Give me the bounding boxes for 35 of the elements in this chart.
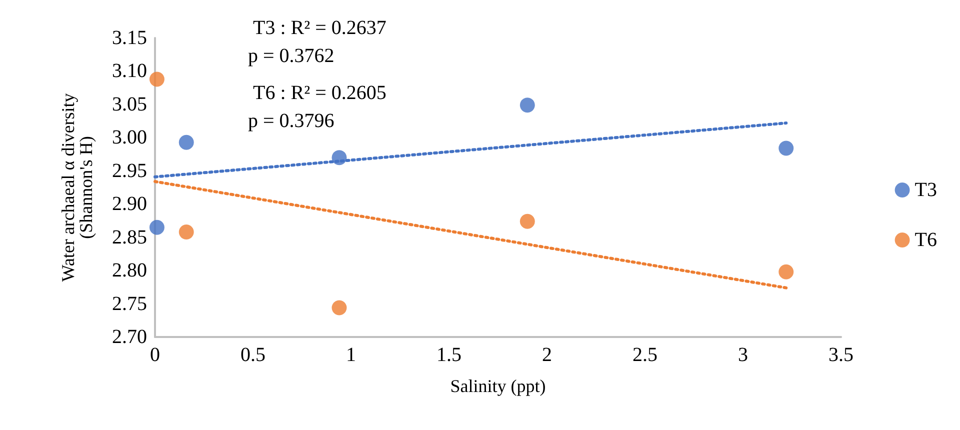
x-axis-title: Salinity (ppt) bbox=[450, 376, 546, 396]
x-tick-label: 2.5 bbox=[632, 344, 658, 366]
point bbox=[178, 224, 194, 240]
y-axis-title: Water archaeal α diversity (Shannon's H) bbox=[58, 93, 96, 282]
annotation: T3 : R² = 0.2637 bbox=[253, 17, 386, 39]
y-tick-label: 2.80 bbox=[112, 260, 147, 282]
point bbox=[332, 300, 347, 316]
x-tick-label: 2 bbox=[542, 344, 552, 366]
y-tick-label: 3.00 bbox=[112, 126, 147, 149]
y-tick-label: 3.15 bbox=[112, 27, 147, 49]
point bbox=[149, 72, 164, 87]
x-tick-label: 1 bbox=[346, 344, 356, 366]
legend-label: T6 bbox=[914, 229, 937, 251]
x-tick-label: 3 bbox=[738, 344, 748, 366]
legend-label: T3 bbox=[914, 179, 937, 201]
annotation: T6 : R² = 0.2605 bbox=[253, 82, 386, 104]
y-tick-label: 3.10 bbox=[112, 60, 147, 82]
annotation: p = 0.3796 bbox=[248, 110, 334, 132]
point bbox=[778, 264, 794, 280]
point bbox=[778, 140, 794, 156]
y-tick-label: 2.75 bbox=[112, 292, 147, 315]
x-tick-label: 3.5 bbox=[828, 344, 854, 366]
annotation: p = 0.3762 bbox=[248, 45, 334, 67]
y-tick-label: 2.90 bbox=[112, 193, 147, 216]
point bbox=[520, 214, 535, 229]
y-tick-label: 3.05 bbox=[112, 93, 147, 116]
y-tick-label: 2.85 bbox=[112, 226, 147, 248]
y-tick-label: 2.70 bbox=[112, 326, 147, 348]
x-tick-label: 0 bbox=[150, 344, 160, 366]
point bbox=[520, 98, 535, 113]
y-tick-label: 2.95 bbox=[112, 160, 147, 182]
point bbox=[178, 134, 194, 150]
x-tick-label: 1.5 bbox=[436, 344, 462, 366]
point bbox=[149, 220, 164, 235]
x-tick-label: 0.5 bbox=[240, 344, 266, 366]
